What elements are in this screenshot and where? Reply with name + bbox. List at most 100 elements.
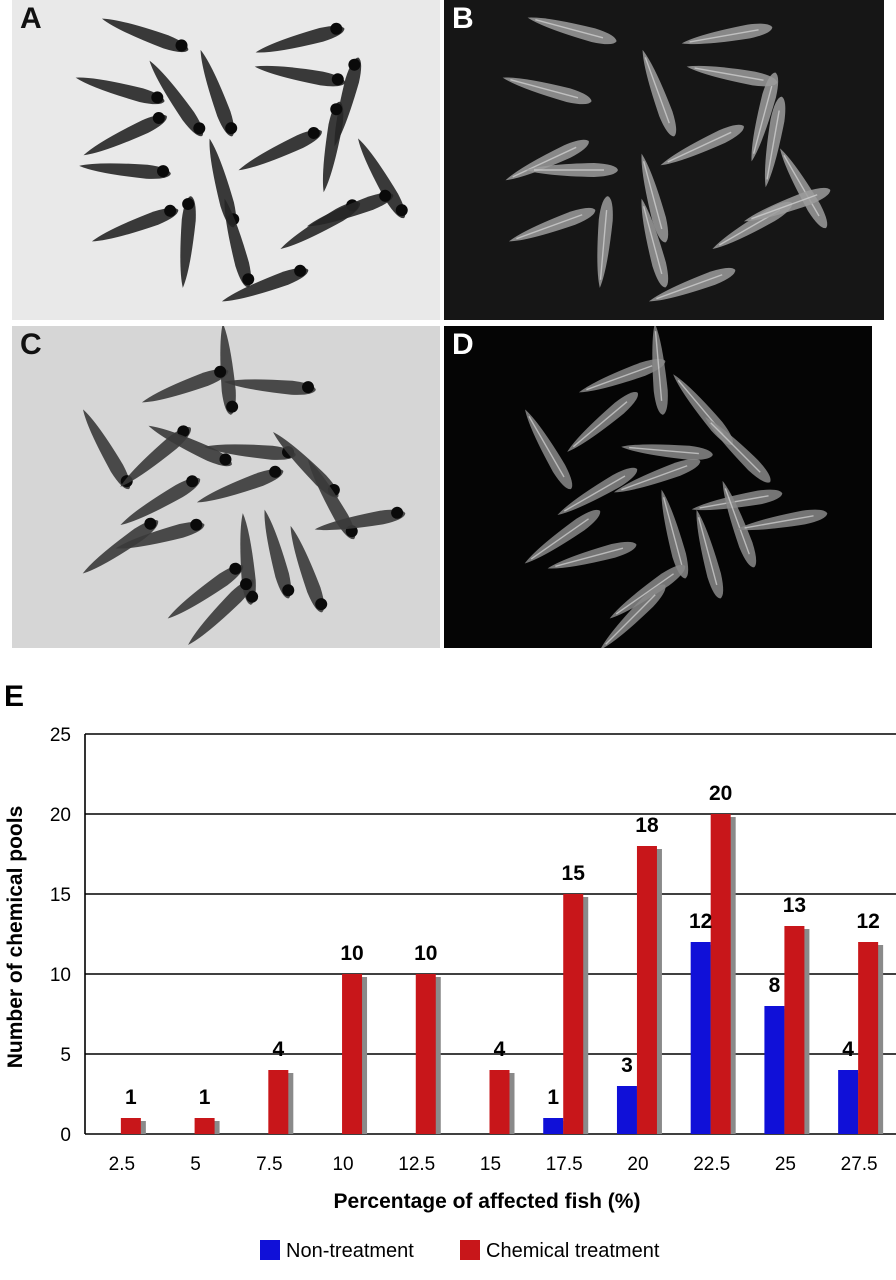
bar-value-label: 20 — [709, 782, 732, 805]
x-tick-label: 22.5 — [693, 1154, 730, 1175]
bar-chemical-treatment — [858, 942, 879, 1134]
larva-silhouette — [641, 153, 669, 243]
larva-silhouette — [255, 22, 345, 53]
y-tick-label: 0 — [60, 1125, 71, 1146]
larva-silhouette — [681, 23, 773, 45]
larva-silhouette — [141, 365, 229, 403]
bar-value-label: 4 — [272, 1038, 284, 1061]
larva-silhouette — [188, 578, 254, 645]
x-tick-label: 10 — [332, 1154, 353, 1175]
bar-non-treatment — [543, 1118, 564, 1134]
larva-silhouette — [609, 564, 686, 619]
bar-non-treatment — [764, 1006, 785, 1134]
bar-chemical-treatment — [120, 1118, 141, 1134]
x-tick-label: 15 — [480, 1154, 501, 1175]
larva-silhouette — [238, 126, 322, 171]
larva-silhouette — [525, 409, 573, 490]
larva-silhouette — [686, 65, 778, 87]
larva-silhouette — [652, 326, 668, 415]
x-tick-label: 27.5 — [841, 1154, 878, 1175]
bar-value-label: 1 — [547, 1086, 559, 1109]
panel-letter-d: D — [452, 328, 474, 361]
larva-silhouette — [167, 562, 244, 619]
larva-silhouette — [314, 506, 406, 531]
larva-silhouette — [661, 489, 689, 579]
larva-silhouette — [358, 138, 408, 219]
larva-silhouette — [149, 60, 206, 137]
x-tick-label: 2.5 — [109, 1154, 135, 1175]
bar-chemical-treatment — [563, 894, 584, 1134]
larva-silhouette — [705, 417, 771, 483]
bar-value-label: 12 — [689, 910, 712, 933]
y-tick-label: 10 — [50, 965, 71, 986]
y-tick-label: 25 — [50, 725, 71, 746]
bar-chemical-treatment — [194, 1118, 215, 1134]
larva-silhouette — [196, 465, 284, 503]
x-tick-label: 7.5 — [256, 1154, 282, 1175]
larva-silhouette — [696, 509, 724, 599]
larva-silhouette — [79, 163, 171, 179]
larva-silhouette — [508, 207, 596, 242]
micrograph-panel-d: D — [444, 326, 872, 648]
larva-silhouette — [751, 72, 779, 162]
x-tick-label: 17.5 — [546, 1154, 583, 1175]
larva-silhouette — [764, 96, 786, 188]
bar-non-treatment — [838, 1070, 859, 1134]
y-axis-label: Number of chemical pools — [4, 806, 27, 1069]
micrograph-c-image — [12, 326, 440, 648]
larva-silhouette — [224, 198, 255, 288]
larva-silhouette — [597, 196, 613, 288]
larva-silhouette — [322, 101, 344, 193]
chart-panel-letter: E — [4, 680, 24, 713]
larva-silhouette — [527, 17, 617, 45]
larva-silhouette — [547, 541, 637, 569]
larva-silhouette — [91, 204, 179, 242]
larva-silhouette — [221, 264, 309, 302]
panel-letter-c: C — [20, 328, 42, 361]
bar-chart: E 2.5 5 7.5 10 12.5 15 17.5 20 22.5 25 27.5 0 5 10 15… — [4, 680, 896, 1262]
y-tick-label: 15 — [50, 885, 71, 906]
larva-silhouette — [101, 18, 189, 53]
larva-silhouette — [264, 509, 295, 599]
larva-silhouette — [505, 139, 589, 181]
larva-silhouette — [642, 49, 677, 137]
bar-non-treatment — [616, 1086, 637, 1134]
larva-silhouette — [75, 77, 165, 105]
larva-silhouette — [743, 187, 831, 222]
bar-chemical-treatment — [342, 974, 363, 1134]
larva-silhouette — [220, 326, 239, 415]
larva-silhouette — [567, 392, 638, 452]
larva-silhouette — [306, 189, 394, 227]
larva-silhouette — [641, 198, 669, 288]
larva-silhouette — [648, 267, 736, 302]
larva-silhouette — [120, 475, 201, 525]
micrograph-panel-a: A — [12, 0, 440, 320]
bar-value-label: 3 — [621, 1054, 633, 1077]
legend-label: Non-treatment — [286, 1240, 414, 1262]
bar-non-treatment — [690, 942, 711, 1134]
bar-value-label: 13 — [783, 894, 806, 917]
bar-chemical-treatment — [268, 1070, 289, 1134]
larva-silhouette — [578, 358, 666, 393]
bar-chemical-treatment — [489, 1070, 510, 1134]
larva-silhouette — [722, 480, 757, 568]
larva-silhouette — [224, 379, 316, 395]
legend-swatch — [260, 1240, 280, 1260]
panel-letter-b: B — [452, 2, 474, 35]
bar-value-label: 15 — [562, 862, 586, 885]
x-tick-label: 20 — [627, 1154, 648, 1175]
larva-silhouette — [613, 458, 701, 493]
bar-value-label: 12 — [856, 910, 879, 933]
larva-silhouette — [524, 509, 601, 564]
larva-silhouette — [660, 124, 744, 166]
larva-silhouette — [83, 111, 167, 156]
larva-silhouette — [502, 77, 592, 105]
larva-silhouette — [526, 163, 618, 177]
bar-chemical-treatment — [784, 926, 805, 1134]
x-axis-label: Percentage of affected fish (%) — [334, 1190, 641, 1213]
larva-silhouette — [290, 525, 328, 613]
bar-value-label: 10 — [414, 942, 437, 965]
y-tick-label: 20 — [50, 805, 71, 826]
micrograph-panel-b: B — [444, 0, 884, 320]
larva-silhouette — [557, 467, 638, 515]
